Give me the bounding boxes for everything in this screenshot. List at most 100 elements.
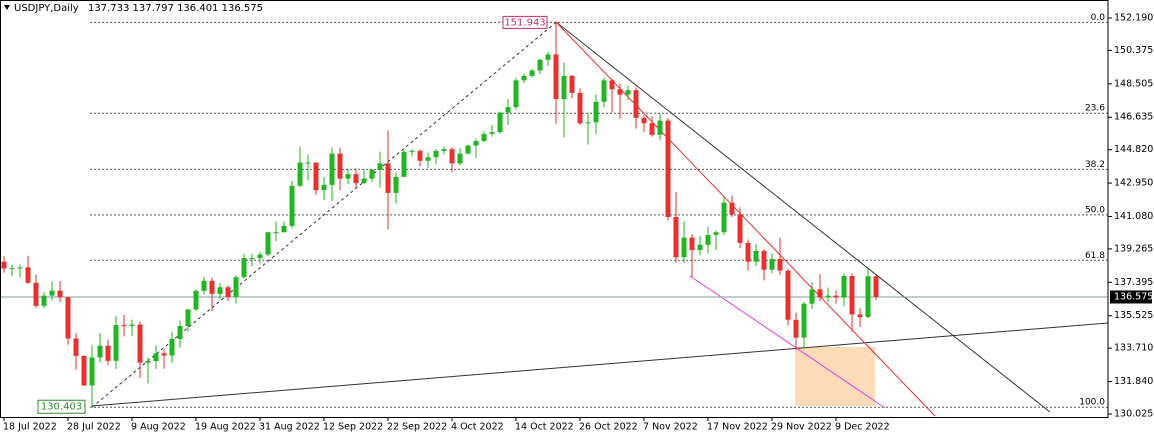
candle-body [17, 267, 23, 269]
candle-body [609, 80, 615, 90]
candle-body [281, 225, 287, 233]
candle-body [193, 290, 199, 310]
y-tick-label: 152.190 [1114, 12, 1153, 23]
candle-body [665, 120, 671, 218]
candle-body [345, 174, 351, 179]
candle-body [857, 314, 863, 318]
candle-body [569, 75, 575, 93]
x-tick-label: 19 Aug 2022 [195, 422, 256, 433]
candle-body [137, 324, 143, 363]
candle-body [481, 133, 487, 142]
candle-body [385, 163, 391, 193]
candle-body [593, 101, 599, 123]
candle-body [297, 162, 303, 186]
candle-body [441, 149, 447, 151]
candle-body [169, 339, 175, 356]
x-tick-label: 9 Dec 2022 [835, 422, 890, 433]
y-tick-label: 131.840 [1114, 376, 1153, 387]
candle-body [825, 295, 831, 298]
candle-body [577, 92, 583, 124]
y-tick-label: 139.265 [1114, 243, 1153, 254]
candle-body [617, 89, 623, 95]
candle-body [793, 319, 799, 338]
x-tick-label: 14 Oct 2022 [515, 422, 574, 433]
x-tick-label: 4 Oct 2022 [451, 422, 504, 433]
x-tick-label: 22 Sep 2022 [387, 422, 447, 433]
y-tick-label: 144.820 [1114, 144, 1153, 155]
x-tick-label: 9 Aug 2022 [131, 422, 186, 433]
fib-label: 38.2 [1085, 160, 1105, 170]
candle-body [537, 59, 543, 71]
candle-body [329, 153, 335, 185]
channel-line [689, 275, 886, 409]
candle-body [745, 242, 751, 262]
candle-body [753, 250, 759, 262]
candle-body [489, 132, 495, 134]
candle-body [41, 295, 47, 306]
candle-body [153, 353, 159, 362]
x-tick-label: 17 Nov 2022 [707, 422, 768, 433]
fib-label: 100.0 [1079, 398, 1105, 408]
candle-body [625, 90, 631, 95]
candle-body [145, 361, 151, 363]
zone [795, 347, 875, 406]
header-ohlc: 137.733 137.797 136.401 136.575 [88, 3, 263, 14]
candle-body [561, 75, 567, 100]
candle-body [657, 120, 663, 135]
candle-body [225, 287, 231, 298]
x-tick-label: 12 Sep 2022 [323, 422, 383, 433]
candle-body [449, 149, 455, 164]
plot-frame [0, 0, 1109, 418]
candle-body [841, 275, 847, 298]
candle-body [865, 276, 871, 318]
candle-body [337, 153, 343, 179]
candle-body [473, 141, 479, 146]
candle-body [105, 345, 111, 361]
candle-body [241, 258, 247, 278]
y-tick-label: 150.375 [1114, 45, 1153, 56]
x-tick-label: 18 Jul 2022 [3, 422, 57, 433]
candle-body [425, 157, 431, 161]
fib-label: 23.6 [1085, 104, 1105, 114]
candle-body [465, 145, 471, 154]
candle-body [553, 54, 559, 100]
candle-body [801, 303, 807, 338]
candle-body [57, 290, 63, 298]
price-tag-label: 136.575 [1114, 291, 1153, 302]
candle-body [633, 90, 639, 118]
candle-body [713, 232, 719, 235]
candle-body [113, 325, 119, 361]
candle-body [401, 151, 407, 177]
label-box [502, 15, 548, 29]
x-tick-label: 26 Oct 2022 [579, 422, 638, 433]
y-tick-label: 142.950 [1114, 178, 1153, 189]
candle-body [457, 153, 463, 164]
candle-body [25, 267, 31, 283]
candle-body [89, 357, 95, 386]
y-tick-label: 135.525 [1114, 310, 1153, 321]
candle-body [201, 280, 207, 291]
fib-label: 50.0 [1085, 205, 1105, 215]
y-tick-label: 137.395 [1114, 277, 1153, 288]
candle-body [129, 324, 135, 327]
candle-body [185, 309, 191, 327]
y-tick-label: 148.505 [1114, 78, 1153, 89]
candle-body [353, 174, 359, 184]
candle-body [65, 297, 71, 339]
candle-body [393, 176, 399, 193]
candle-body [769, 259, 775, 270]
candle-body [49, 290, 55, 296]
candle-body [497, 112, 503, 133]
candle-body [641, 117, 647, 124]
candle-body [817, 289, 823, 298]
candle-body [209, 280, 215, 294]
candle-body [721, 202, 727, 233]
x-tick-label: 7 Nov 2022 [643, 422, 698, 433]
swing-high-label: 151.943 [504, 17, 545, 28]
candle-body [513, 80, 519, 108]
candle-body [777, 259, 783, 271]
trend-line [91, 322, 1109, 407]
candle-body [417, 150, 423, 161]
candle-body [849, 275, 855, 315]
